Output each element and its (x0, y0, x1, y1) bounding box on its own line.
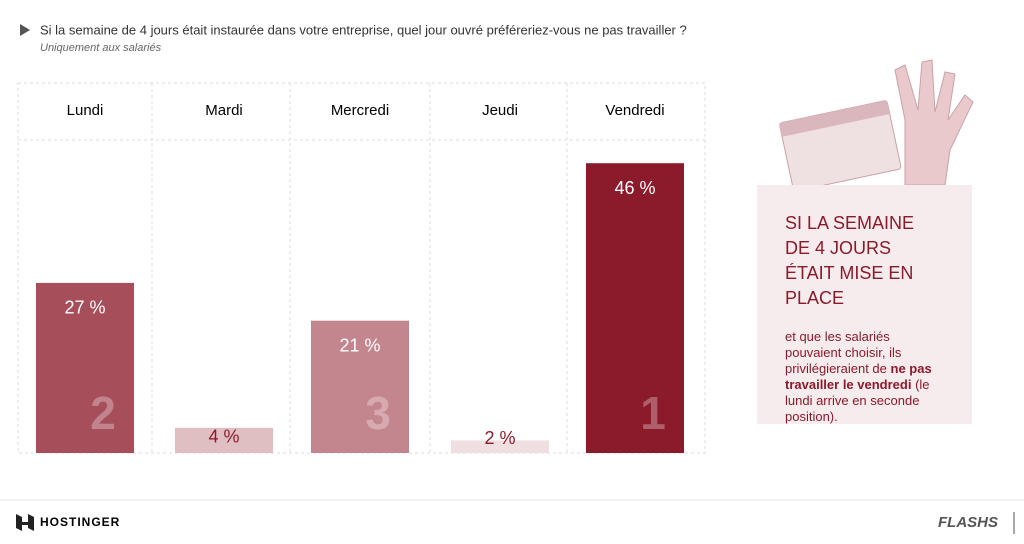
illustration (779, 59, 974, 192)
text-bold: ne pas travailler le vendredi (785, 361, 932, 392)
value-label: 2 % (484, 428, 515, 448)
logo: FLASHS (938, 514, 998, 531)
value-label: 46 % (614, 178, 655, 198)
value-label: 27 % (64, 298, 105, 318)
text: (le lundi arrive en seconde position). (785, 377, 930, 424)
sidebar-text: et que les salariés pouvaient choisir, i… (785, 329, 944, 425)
subtitle: Uniquement aux salariés (40, 42, 162, 54)
bar (451, 440, 549, 453)
title: Si la semaine de 4 jours était instaurée… (40, 22, 687, 37)
rank-label: 3 (365, 387, 391, 439)
bar (36, 282, 134, 453)
brand-icon (16, 514, 34, 531)
bar (175, 427, 273, 453)
value-label: 21 % (339, 335, 380, 355)
brand: HOSTINGER (40, 515, 120, 529)
bar (586, 163, 684, 453)
text: et que les salariés pouvaient choisir, i… (785, 329, 902, 376)
sidebar: SI LA SEMAINE DE 4 JOURS ÉTAIT MISE EN P… (757, 185, 972, 424)
category-label: Mercredi (331, 102, 389, 119)
category-label: Vendredi (605, 102, 664, 119)
category-label: Mardi (205, 102, 243, 119)
category-label: Lundi (67, 102, 104, 119)
bar (311, 320, 409, 453)
rank-label: 2 (90, 387, 116, 439)
rank-label: 1 (640, 387, 666, 439)
value-label: 4 % (208, 427, 239, 447)
category-label: Jeudi (482, 102, 518, 119)
bullet (20, 24, 30, 36)
sidebar-heading: SI LA SEMAINE DE 4 JOURS ÉTAIT MISE EN P… (785, 213, 915, 308)
